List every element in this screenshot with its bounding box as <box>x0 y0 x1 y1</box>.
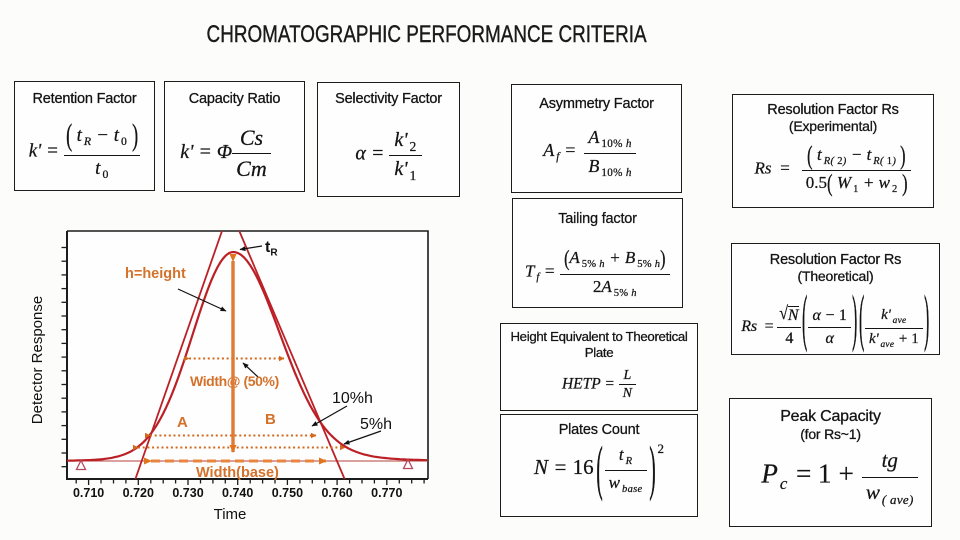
svg-text:10%h: 10%h <box>332 390 373 407</box>
svg-text:5%h: 5%h <box>360 416 392 433</box>
svg-text:0.760: 0.760 <box>321 486 352 500</box>
svg-text:Detector Response: Detector Response <box>29 296 46 424</box>
svg-text:0.730: 0.730 <box>172 486 203 500</box>
svg-text:0.750: 0.750 <box>272 486 303 500</box>
svg-text:Time: Time <box>214 506 247 523</box>
svg-text:0.710: 0.710 <box>73 486 104 500</box>
svg-text:0.740: 0.740 <box>222 486 253 500</box>
svg-text:B: B <box>265 411 276 428</box>
svg-text:Width(base): Width(base) <box>196 465 279 481</box>
svg-text:A: A <box>177 414 188 431</box>
svg-text:h=height: h=height <box>125 266 186 282</box>
svg-text:0.720: 0.720 <box>123 486 154 500</box>
svg-text:0.770: 0.770 <box>371 486 402 500</box>
